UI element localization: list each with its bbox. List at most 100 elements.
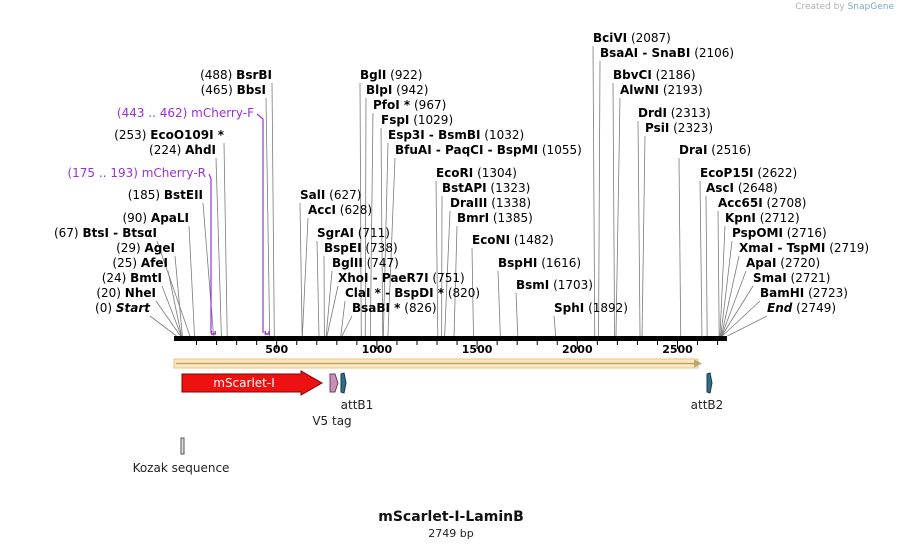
site-label-ahdi: (224) AhdI: [149, 143, 216, 157]
primer-name-mcherry-f: mCherry-F: [191, 106, 254, 120]
site-name-bglii: BglII: [332, 256, 363, 270]
site-label-bsaai-snabi: BsaAI - SnaBI (2106): [600, 46, 734, 60]
site-label-xhoi-paer7i: XhoI - PaeR7I (751): [338, 271, 465, 285]
site-pos-kpni: (2712): [756, 211, 800, 225]
site-agei: (29) AgeI: [116, 241, 175, 255]
site-name-nhei: NheI: [125, 286, 156, 300]
site-name-bsabi: BsaBI *: [352, 301, 401, 315]
site-ecoo109i: (253) EcoO109I *: [114, 128, 225, 142]
site-pos-apali: (90): [122, 211, 150, 225]
primer-mcherry-r: (175 .. 193) mCherry-R: [67, 166, 216, 335]
sequence-length: 2749 bp: [428, 527, 474, 540]
scale-tick-2000: 2000: [562, 343, 593, 356]
site-kpni: KpnI (2712): [725, 211, 800, 225]
site-pos-bmri: (1385): [489, 211, 533, 225]
site-name-esp3i-bsmbi: Esp3I - BsmBI: [388, 128, 480, 142]
site-name-bstapi: BstAPI: [442, 181, 487, 195]
site-name-drai: DraI: [679, 143, 707, 157]
site-label-bmti: (24) BmtI: [102, 271, 162, 285]
site-name-bmri: BmrI: [457, 211, 489, 225]
site-label-apai: ApaI (2720): [746, 256, 820, 270]
attb2-marker: [706, 372, 713, 394]
site-name-asci: AscI: [706, 181, 734, 195]
site-pos-bcivi: (2087): [627, 31, 671, 45]
site-label-esp3i-bsmbi: Esp3I - BsmBI (1032): [388, 128, 524, 142]
site-name-bfuai-paqci-bspmi: BfuAI - PaqCI - BspMI: [395, 143, 538, 157]
site-econi: EcoNI (1482): [472, 233, 554, 247]
site-label-bmri: BmrI (1385): [457, 211, 533, 225]
site-pos-bsphi: (1616): [537, 256, 581, 270]
site-label-bfuai-paqci-bspmi: BfuAI - PaqCI - BspMI (1055): [395, 143, 582, 157]
site-labels: (0) Start(20) NheI(24) BmtI(25) AfeI(29)…: [54, 31, 869, 315]
site-name-pfoi: PfoI *: [373, 98, 411, 112]
site-label-sgrai: SgrAI (711): [317, 226, 390, 240]
scale-tick-2500: 2500: [662, 343, 693, 356]
site-label-afei: (25) AfeI: [112, 256, 168, 270]
site-pos-bgli: (922): [386, 68, 422, 82]
primer-label-mcherry-f: (443 .. 462) mCherry-F: [117, 106, 254, 120]
site-line-bsmi: [515, 292, 519, 337]
mscarlet-arrow: [181, 370, 324, 396]
site-apali: (90) ApaLI: [122, 211, 189, 225]
site-line-agei: [174, 255, 183, 337]
site-pos-bsmi: (1703): [549, 278, 593, 292]
site-pspomi: PspOMI (2716): [732, 226, 827, 240]
site-pos-acci: (628): [336, 203, 372, 217]
site-xhoi-paer7i: XhoI - PaeR7I (751): [338, 271, 465, 285]
site-label-bsteii: (185) BstEII: [128, 188, 203, 202]
site-bcivi: BciVI (2087): [593, 31, 671, 45]
site-line-xhoi-paer7i: [326, 285, 339, 337]
site-start: (0) Start: [95, 301, 151, 315]
site-line-alwni: [615, 97, 621, 337]
site-name-acc65i: Acc65I: [718, 196, 763, 210]
site-name-blpi: BlpI: [366, 83, 392, 97]
site-label-xmai-tspmi: XmaI - TspMI (2719): [739, 241, 869, 255]
site-fspi: FspI (1029): [381, 113, 453, 127]
site-pos-agei: (29): [116, 241, 144, 255]
site-connector-lines: [149, 45, 768, 337]
site-pos-sgrai: (711): [354, 226, 390, 240]
site-pfoi: PfoI * (967): [373, 98, 446, 112]
site-label-bcivi: BciVI (2087): [593, 31, 671, 45]
site-name-clai-bspdi: ClaI * - BspDI *: [345, 286, 445, 300]
site-blpi: BlpI (942): [366, 83, 428, 97]
scale-tick-1000: 1000: [362, 343, 393, 356]
mscarlet-label: mScarlet-I: [213, 376, 274, 390]
site-pos-ecop15i: (2622): [754, 166, 798, 180]
site-label-ecoo109i: (253) EcoO109I *: [114, 128, 225, 142]
site-line-bmri: [453, 225, 458, 337]
site-ahdi: (224) AhdI: [149, 143, 216, 157]
credit-prefix: Created by: [795, 2, 845, 12]
site-label-bsmi: BsmI (1703): [516, 278, 593, 292]
site-line-bamhi: [721, 300, 761, 337]
primer-name-mcherry-r: mCherry-R: [142, 166, 206, 180]
site-sali: SalI (627): [300, 188, 361, 202]
site-bsabi: BsaBI * (826): [352, 301, 437, 315]
site-name-apali: ApaLI: [151, 211, 189, 225]
site-label-kpni: KpnI (2712): [725, 211, 800, 225]
site-name-alwni: AlwNI: [620, 83, 659, 97]
site-bamhi: BamHI (2723): [760, 286, 848, 300]
site-name-econi: EcoNI: [472, 233, 510, 247]
site-name-bsmi: BsmI: [516, 278, 549, 292]
site-name-draiii: DraIII: [450, 196, 487, 210]
site-line-ecori: [435, 180, 439, 337]
site-pos-acc65i: (2708): [763, 196, 807, 210]
site-bstapi: BstAPI (1323): [442, 181, 530, 195]
site-bsmi: BsmI (1703): [516, 278, 593, 292]
site-label-bbvci: BbvCI (2186): [613, 68, 696, 82]
site-line-apali: [188, 225, 195, 337]
site-name-drdi: DrdI: [638, 106, 667, 120]
site-sgrai: SgrAI (711): [317, 226, 390, 240]
site-apai: ApaI (2720): [746, 256, 820, 270]
site-label-psii: PsiI (2323): [645, 121, 713, 135]
attb2-label: attB2: [691, 398, 724, 412]
site-label-acci: AccI (628): [308, 203, 372, 217]
site-line-econi: [471, 247, 474, 337]
site-name-ecoo109i: EcoO109I *: [150, 128, 224, 142]
site-asci: AscI (2648): [706, 181, 778, 195]
site-line-kpni: [719, 225, 726, 337]
site-line-smai: [721, 285, 754, 337]
site-label-apali: (90) ApaLI: [122, 211, 189, 225]
